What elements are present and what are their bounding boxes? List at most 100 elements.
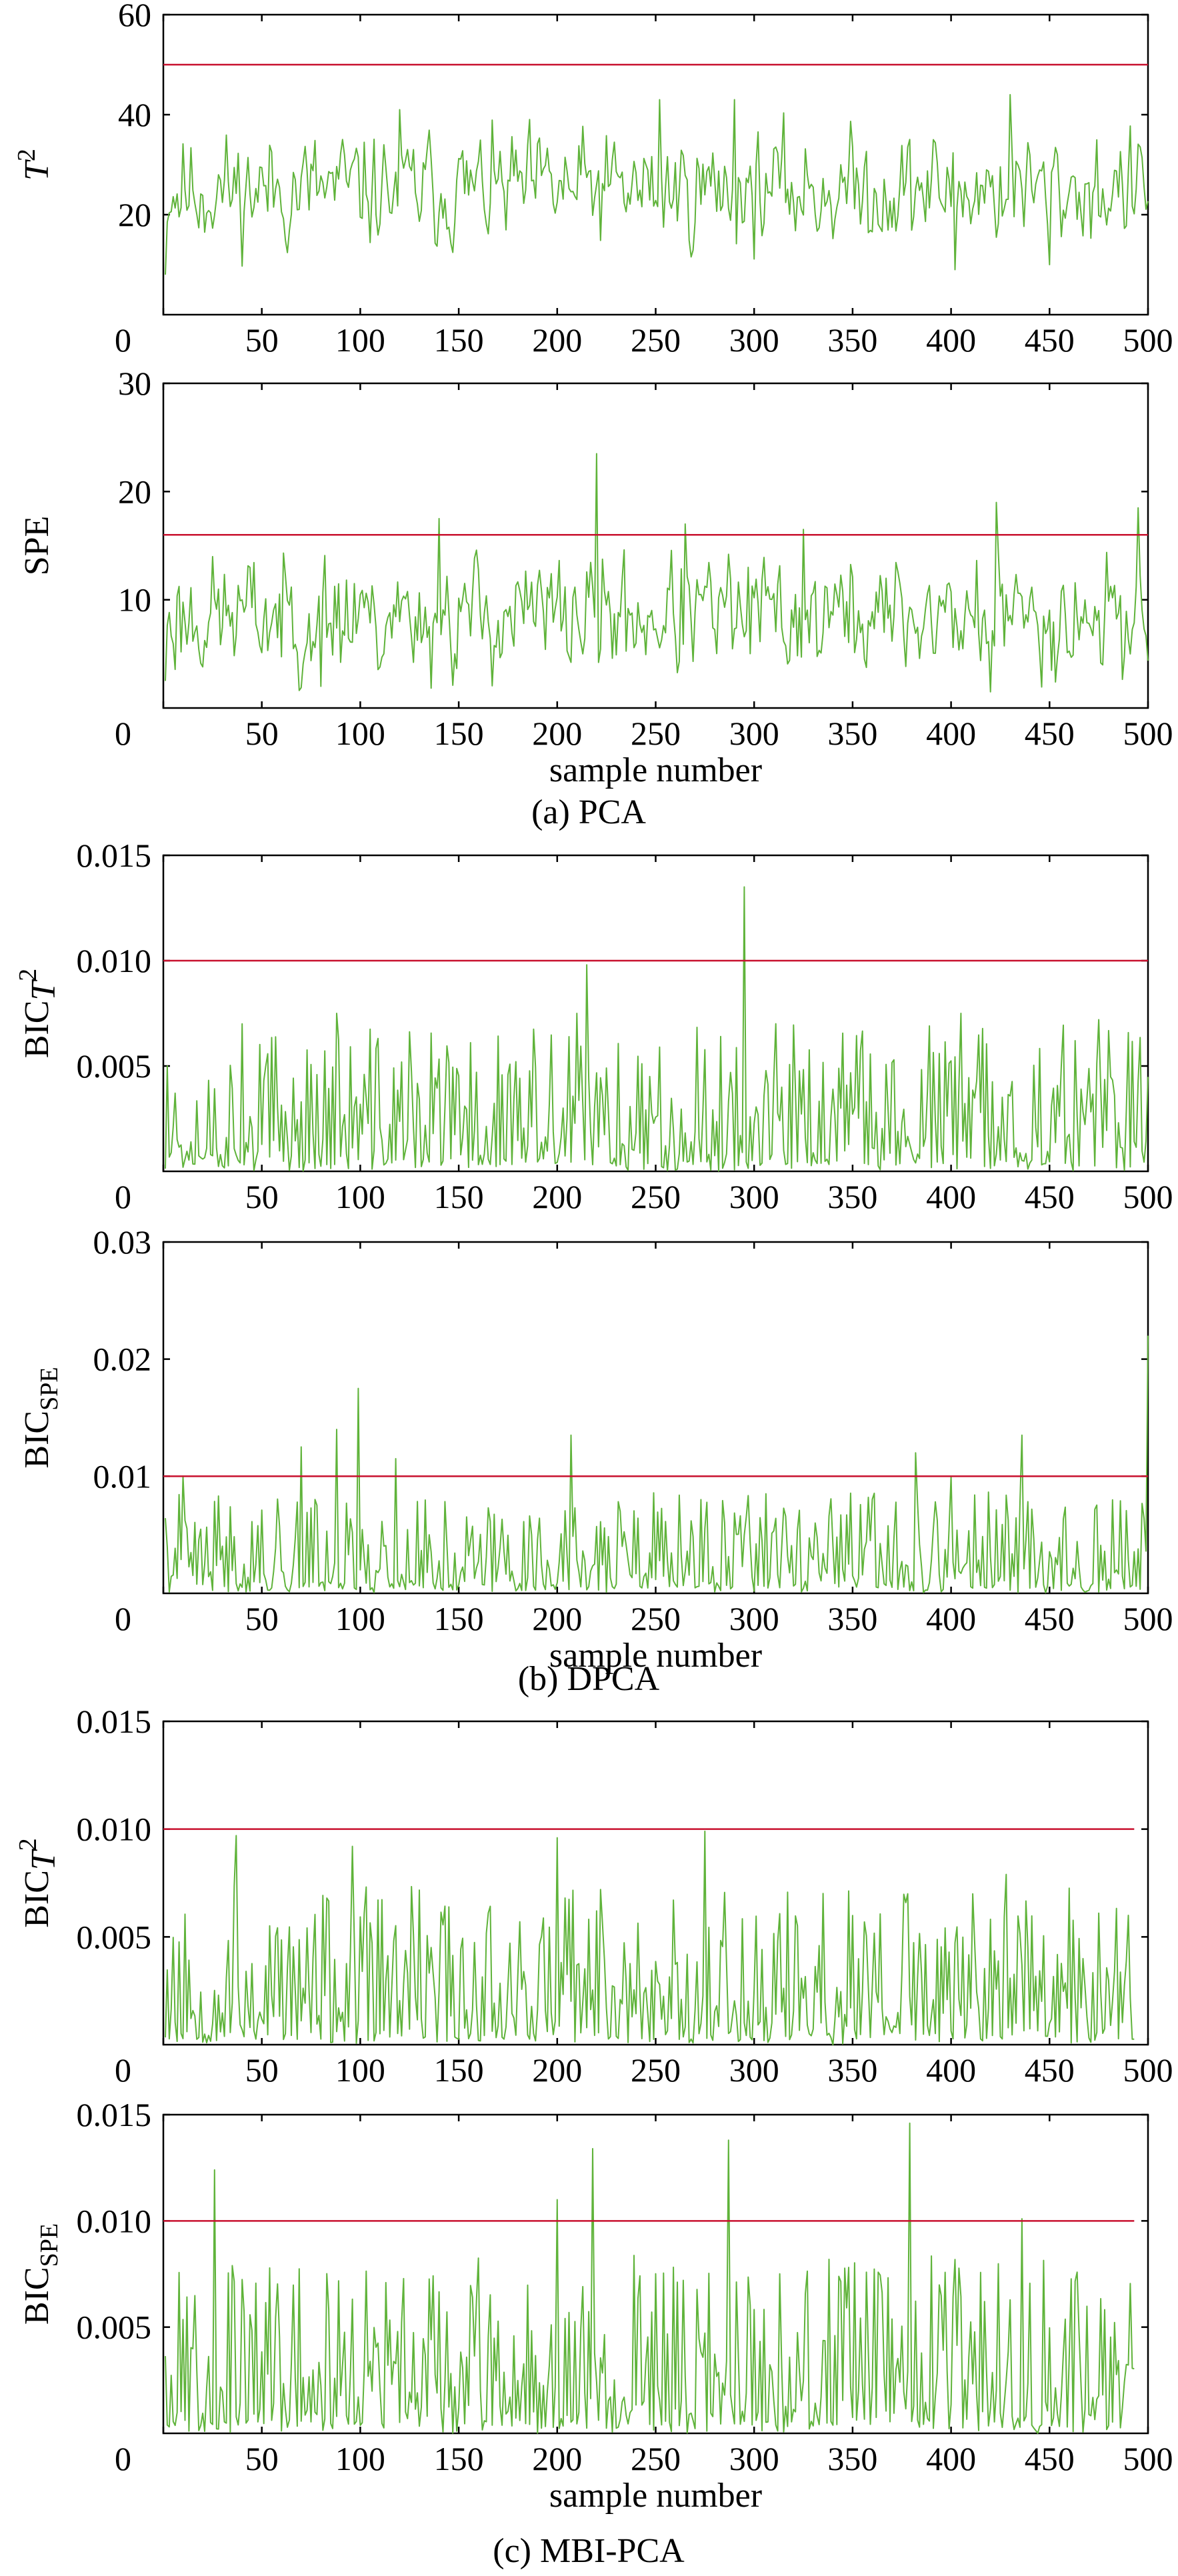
x-tick-label: 250 <box>631 1178 681 1215</box>
y-axis-label: BICSPE <box>18 2223 63 2325</box>
x-tick-label: 150 <box>434 2051 484 2089</box>
x-tick-label: 300 <box>729 715 779 752</box>
x-tick-label: 450 <box>1025 715 1075 752</box>
x-tick-label: 500 <box>1123 2051 1173 2089</box>
x-tick-label: 250 <box>631 2051 681 2089</box>
y-tick-label: 0.015 <box>77 1703 152 1740</box>
plot-frame <box>162 854 1149 1173</box>
x-tick-label: 200 <box>532 321 582 359</box>
x-tick-label: 450 <box>1025 2051 1075 2089</box>
y-tick-label: 10 <box>118 581 151 619</box>
x-tick-label: 350 <box>827 321 877 359</box>
x-tick-label: 450 <box>1025 1600 1075 1637</box>
caption-mbi-pca: (c) MBI-PCA <box>493 2532 685 2570</box>
x-tick-label: 300 <box>729 321 779 359</box>
x-tick-label: 100 <box>335 1178 385 1215</box>
x-tick-label: 50 <box>245 715 279 752</box>
x-tick-label: 350 <box>827 1178 877 1215</box>
x-tick-label: 200 <box>532 2051 582 2089</box>
y-tick-label: 20 <box>118 196 151 233</box>
y-tick-label: 0.005 <box>77 1918 152 1955</box>
x-axis-label: sample number <box>549 1637 762 1675</box>
series-line <box>165 2122 1135 2434</box>
x-tick-label: 200 <box>532 715 582 752</box>
plot-frame <box>162 1241 1149 1595</box>
x-tick-label: 250 <box>631 1600 681 1637</box>
series-line <box>165 886 1149 1172</box>
caption-pca: (a) PCA <box>531 793 646 831</box>
y-tick-label: 20 <box>118 473 151 510</box>
x-tick-label: 350 <box>827 715 877 752</box>
x-tick-label: 50 <box>245 1178 279 1215</box>
y-tick-label: 0.01 <box>93 1457 152 1495</box>
x-tick-label: 250 <box>631 321 681 359</box>
y-tick-label: 0.010 <box>77 942 152 979</box>
plot-frame <box>162 1720 1149 2046</box>
x-tick-label: 400 <box>926 1178 976 1215</box>
series-line <box>165 1335 1149 1593</box>
x-tick-label: 300 <box>729 1178 779 1215</box>
x-tick-label: 0 <box>115 2440 131 2477</box>
y-axis-label: BICT2 <box>14 1838 63 1928</box>
y-tick-label: 0.015 <box>77 2096 152 2133</box>
x-tick-label: 150 <box>434 321 484 359</box>
x-tick-label: 400 <box>926 715 976 752</box>
x-tick-label: 500 <box>1123 1178 1173 1215</box>
series-line <box>165 1830 1135 2045</box>
y-tick-label: 0.03 <box>93 1223 152 1261</box>
x-tick-label: 500 <box>1123 321 1173 359</box>
chart-panel-2: 0 50 100 150 200 250 300 350 400 450 500 0.005 0.010… <box>14 837 1173 1215</box>
y-axis-label: BICSPE <box>18 1367 63 1468</box>
y-tick-label: 0.010 <box>77 1811 152 1848</box>
chart-panel-1: 0 50 100 150 200 250 300 350 400 450 500 10 20 30 SPE s… <box>18 365 1173 789</box>
y-axis-label: BICT2 <box>14 969 63 1059</box>
y-tick-label: 0.005 <box>77 2309 152 2346</box>
y-tick-label: 0.02 <box>93 1341 152 1378</box>
chart-panel-0: 0 50 100 150 200 250 300 350 400 450 500 20 40 60 T2 <box>13 0 1173 359</box>
x-tick-label: 200 <box>532 2440 582 2477</box>
x-tick-label: 400 <box>926 1600 976 1637</box>
x-axis-label: sample number <box>549 2477 762 2515</box>
x-tick-label: 250 <box>631 2440 681 2477</box>
chart-panel-4: 0 50 100 150 200 250 300 350 400 450 500 0.005 0.010… <box>14 1703 1173 2089</box>
x-tick-label: 0 <box>115 1178 131 1215</box>
x-tick-label: 50 <box>245 2051 279 2089</box>
x-tick-label: 150 <box>434 1600 484 1637</box>
x-tick-label: 50 <box>245 2440 279 2477</box>
x-tick-label: 0 <box>115 2051 131 2089</box>
x-tick-label: 450 <box>1025 2440 1075 2477</box>
x-tick-label: 500 <box>1123 2440 1173 2477</box>
y-tick-label: 0.005 <box>77 1047 152 1085</box>
x-tick-label: 100 <box>335 321 385 359</box>
chart-panel-5: 0 50 100 150 200 250 300 350 400 450 500 0.005 0.010… <box>18 2096 1173 2515</box>
x-tick-label: 400 <box>926 321 976 359</box>
x-tick-label: 200 <box>532 1600 582 1637</box>
x-tick-label: 100 <box>335 2051 385 2089</box>
x-tick-label: 0 <box>115 321 131 359</box>
x-tick-label: 450 <box>1025 321 1075 359</box>
x-tick-label: 100 <box>335 715 385 752</box>
series-line <box>165 453 1149 693</box>
y-tick-label: 0.010 <box>77 2202 152 2239</box>
x-tick-label: 500 <box>1123 715 1173 752</box>
x-tick-label: 250 <box>631 715 681 752</box>
x-tick-label: 500 <box>1123 1600 1173 1637</box>
x-tick-label: 50 <box>245 321 279 359</box>
x-tick-label: 300 <box>729 1600 779 1637</box>
series-line <box>165 94 1149 275</box>
y-tick-label: 40 <box>118 96 151 133</box>
x-tick-label: 50 <box>245 1600 279 1637</box>
x-tick-label: 300 <box>729 2440 779 2477</box>
x-tick-label: 350 <box>827 2440 877 2477</box>
x-tick-label: 400 <box>926 2051 976 2089</box>
x-tick-label: 350 <box>827 1600 877 1637</box>
y-axis-label: SPE <box>18 516 56 576</box>
x-axis-label: sample number <box>549 751 762 789</box>
x-tick-label: 400 <box>926 2440 976 2477</box>
x-tick-label: 150 <box>434 1178 484 1215</box>
x-tick-label: 0 <box>115 715 131 752</box>
x-tick-label: 150 <box>434 2440 484 2477</box>
chart-panel-3: 0 50 100 150 200 250 300 350 400 450 500 0.01 0.02 0.… <box>18 1223 1173 1675</box>
x-tick-label: 450 <box>1025 1178 1075 1215</box>
